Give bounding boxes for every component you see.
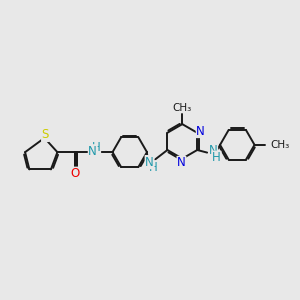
Text: N: N xyxy=(88,145,97,158)
Text: N: N xyxy=(177,156,186,170)
Text: H: H xyxy=(148,161,158,174)
Text: H: H xyxy=(92,141,100,154)
Text: CH₃: CH₃ xyxy=(173,103,192,113)
Text: CH₃: CH₃ xyxy=(271,140,290,150)
Text: N: N xyxy=(209,144,218,158)
Text: H: H xyxy=(212,151,221,164)
Text: N: N xyxy=(196,124,205,137)
Text: N: N xyxy=(145,156,154,169)
Text: S: S xyxy=(42,128,49,141)
Text: O: O xyxy=(71,167,80,180)
